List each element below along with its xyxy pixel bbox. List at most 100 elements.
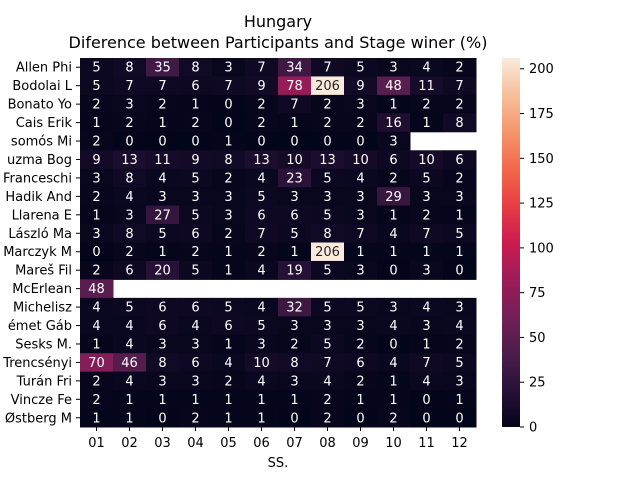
cell-value-label: 7 (323, 356, 331, 371)
heatmap-cell (377, 58, 411, 77)
heatmap-cell (410, 316, 444, 336)
heatmap-cell (146, 390, 180, 410)
cell-value-label: 6 (125, 264, 133, 279)
x-axis-label: SS. (268, 456, 289, 471)
cell-value-label: 2 (422, 98, 430, 113)
heatmap-cell (212, 76, 246, 96)
cell-value-label: 2 (257, 116, 265, 131)
cell-value-label: 3 (92, 171, 100, 186)
heatmap-cell (443, 150, 477, 170)
heatmap-cell (278, 353, 312, 373)
y-tick-label: Sesks M. (15, 337, 72, 352)
cell-value-label: 3 (191, 337, 199, 352)
heatmap-cell (146, 260, 180, 280)
cell-value-label: 1 (455, 245, 463, 260)
cell-value-label: 3 (422, 264, 430, 279)
heatmap-cell (80, 242, 114, 262)
heatmap-cell (179, 205, 213, 225)
heatmap-cell (278, 76, 312, 96)
cell-value-label: 206 (315, 245, 340, 260)
cell-value-label: 0 (290, 411, 298, 426)
cell-value-label: 4 (455, 319, 463, 334)
heatmap-cell (113, 390, 147, 410)
cell-value-label: 1 (158, 116, 166, 131)
cell-value-label: 2 (323, 98, 331, 113)
cell-value-label: 0 (158, 135, 166, 150)
cell-value-label: 1 (158, 393, 166, 408)
cell-value-label: 3 (356, 264, 364, 279)
cell-value-label: 1 (125, 411, 133, 426)
cell-value-label: 3 (455, 301, 463, 316)
cell-value-label: 10 (418, 153, 435, 168)
heatmap-cell (212, 168, 246, 188)
cell-value-label: 7 (323, 61, 331, 76)
cell-value-label: 5 (356, 61, 364, 76)
heatmap-cell (443, 168, 477, 188)
x-tick-label: 08 (319, 436, 336, 451)
heatmap-cell (146, 150, 180, 170)
y-tick-label: Franceschi (3, 171, 72, 186)
heatmap-cell (80, 371, 114, 391)
heatmap-cell (212, 260, 246, 280)
cell-value-label: 3 (356, 208, 364, 223)
cell-value-label: 13 (319, 153, 336, 168)
cell-value-label: 2 (356, 116, 364, 131)
heatmap-cell (311, 224, 345, 243)
cell-value-label: 9 (356, 79, 364, 94)
cell-value-label: 0 (257, 135, 265, 150)
heatmap-cell (377, 187, 411, 207)
heatmap-cell (377, 168, 411, 188)
cell-value-label: 1 (125, 393, 133, 408)
cell-value-label: 35 (154, 61, 171, 76)
heatmap-cell (344, 371, 378, 391)
cell-value-label: 4 (422, 374, 430, 389)
cell-value-label: 8 (125, 171, 133, 186)
cell-value-label: 3 (356, 190, 364, 205)
y-tick-label: émet Gáb (8, 319, 72, 334)
heatmap-cell (212, 94, 246, 114)
cell-value-label: 0 (191, 135, 199, 150)
cell-value-label: 1 (422, 337, 430, 352)
cell-value-label: 5 (158, 227, 166, 242)
cell-value-label: 2 (224, 374, 232, 389)
heatmap-cell (146, 334, 180, 354)
cell-value-label: 1 (224, 264, 232, 279)
heatmap-cell (80, 187, 114, 207)
cell-value-label: 7 (422, 227, 430, 242)
cell-value-label: 5 (323, 264, 331, 279)
cell-value-label: 1 (389, 374, 397, 389)
cell-value-label: 1 (389, 393, 397, 408)
heatmap-cell (410, 58, 444, 77)
cell-value-label: 11 (154, 153, 171, 168)
cell-value-label: 3 (224, 61, 232, 76)
cell-value-label: 1 (191, 393, 199, 408)
cell-value-label: 206 (315, 79, 340, 94)
heatmap-cell (311, 113, 345, 133)
cell-value-label: 2 (92, 135, 100, 150)
cell-value-label: 5 (191, 171, 199, 186)
cell-value-label: 1 (224, 393, 232, 408)
cell-value-label: 2 (92, 98, 100, 113)
heatmap-cell (443, 94, 477, 114)
cell-value-label: 0 (224, 116, 232, 131)
heatmap-cell (146, 316, 180, 336)
cell-value-label: 8 (125, 227, 133, 242)
heatmap-cell (344, 334, 378, 354)
heatmap-cell (245, 205, 279, 225)
cell-value-label: 0 (158, 411, 166, 426)
heatmap-cell (311, 205, 345, 225)
heatmap-cell (146, 113, 180, 133)
heatmap-cell (113, 353, 147, 373)
heatmap-cell (344, 187, 378, 207)
y-tick-label: Bodolai L (12, 79, 72, 94)
cell-value-label: 7 (422, 356, 430, 371)
cell-value-label: 5 (323, 301, 331, 316)
cell-value-label: 0 (356, 135, 364, 150)
heatmap-cell (377, 131, 411, 151)
cell-value-label: 29 (385, 190, 402, 205)
cell-value-label: 0 (125, 135, 133, 150)
cell-value-label: 1 (455, 208, 463, 223)
heatmap-cell (179, 260, 213, 280)
heatmap-cell (443, 408, 477, 428)
